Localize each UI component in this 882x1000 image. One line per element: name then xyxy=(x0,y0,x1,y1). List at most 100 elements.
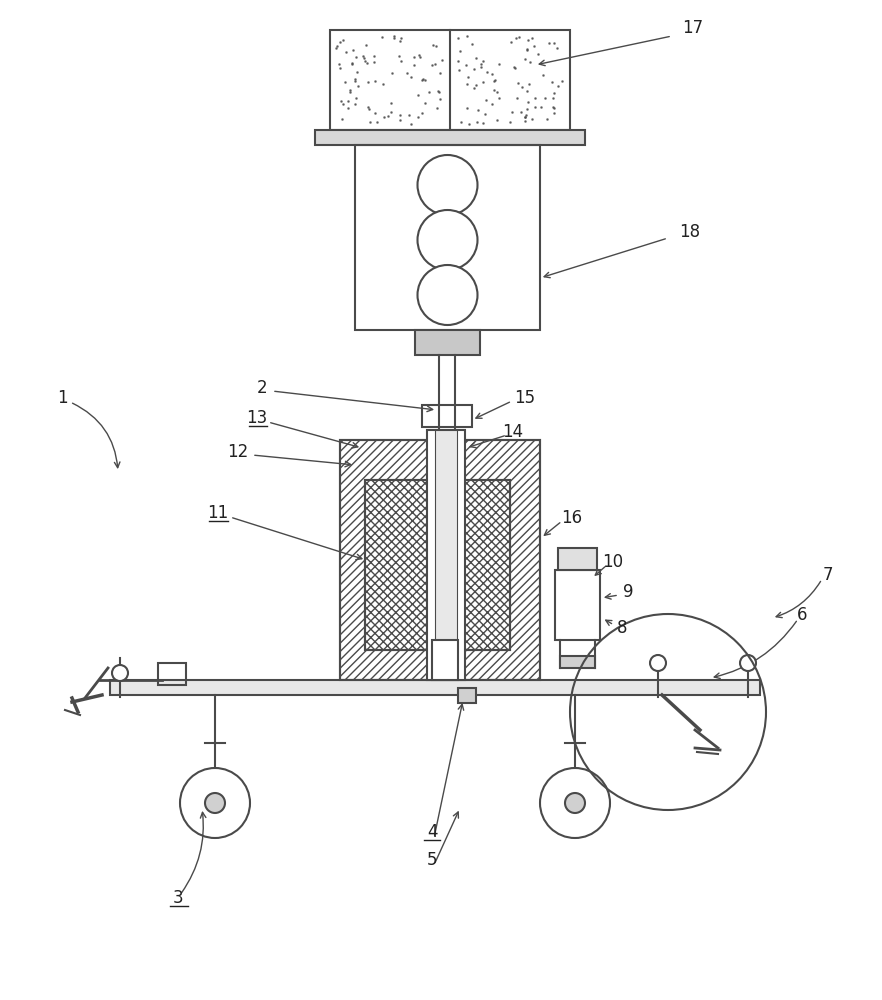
Point xyxy=(402,107,416,123)
Point xyxy=(468,77,482,93)
Bar xyxy=(427,430,465,680)
Point xyxy=(462,116,476,132)
Point xyxy=(505,34,519,50)
Point xyxy=(485,96,499,112)
Point xyxy=(367,48,381,64)
Point xyxy=(484,66,498,82)
Point xyxy=(384,95,398,111)
Bar xyxy=(432,640,458,680)
Point xyxy=(345,55,359,71)
Point xyxy=(345,56,359,72)
Point xyxy=(547,100,561,116)
Point xyxy=(534,99,549,115)
Point xyxy=(487,73,501,89)
Point xyxy=(348,96,362,112)
Point xyxy=(519,42,534,58)
Bar xyxy=(315,130,585,145)
Point xyxy=(487,82,501,98)
Point xyxy=(359,37,373,53)
Point xyxy=(335,111,349,127)
Point xyxy=(349,64,363,80)
Point xyxy=(525,30,539,46)
Text: 15: 15 xyxy=(514,389,535,407)
Point xyxy=(356,48,370,64)
Point xyxy=(523,54,537,70)
Point xyxy=(385,65,399,81)
Point xyxy=(336,96,350,112)
Point xyxy=(392,107,407,123)
Point xyxy=(520,83,534,99)
Point xyxy=(476,53,490,69)
Point xyxy=(519,41,534,57)
Point xyxy=(334,93,348,109)
Point xyxy=(392,33,407,49)
Point xyxy=(545,74,559,90)
Point xyxy=(535,67,549,83)
Point xyxy=(400,65,414,81)
Point xyxy=(451,30,465,46)
Bar xyxy=(415,330,480,355)
Point xyxy=(404,116,418,132)
Point xyxy=(417,72,431,88)
Point xyxy=(428,56,442,72)
Circle shape xyxy=(417,155,477,215)
Point xyxy=(509,30,523,46)
Text: 16: 16 xyxy=(562,509,583,527)
Point xyxy=(459,57,473,73)
Point xyxy=(333,60,347,76)
Point xyxy=(547,35,561,51)
Point xyxy=(347,42,361,58)
Point xyxy=(538,90,552,106)
Bar xyxy=(330,30,570,130)
Bar xyxy=(560,656,595,668)
Circle shape xyxy=(417,265,477,325)
Bar xyxy=(555,570,600,640)
Point xyxy=(360,55,374,71)
Circle shape xyxy=(540,768,610,838)
Circle shape xyxy=(565,793,585,813)
Point xyxy=(531,46,545,62)
Point xyxy=(507,59,521,75)
Point xyxy=(341,100,355,116)
Point xyxy=(332,56,346,72)
Point xyxy=(512,29,527,45)
Point xyxy=(336,32,350,48)
Point xyxy=(469,50,483,66)
Point xyxy=(510,90,524,106)
Point xyxy=(433,91,447,107)
Point xyxy=(460,100,475,116)
Point xyxy=(416,71,430,87)
Point xyxy=(512,75,526,91)
Point xyxy=(540,111,554,127)
Point xyxy=(452,43,467,59)
Point xyxy=(369,105,383,121)
Point xyxy=(430,100,445,116)
Point xyxy=(430,38,444,54)
Text: 10: 10 xyxy=(602,553,624,571)
Text: 13: 13 xyxy=(246,409,267,427)
Text: 6: 6 xyxy=(796,606,807,624)
Point xyxy=(377,109,392,125)
Point xyxy=(432,84,446,100)
Bar xyxy=(340,440,540,680)
Point xyxy=(361,74,375,90)
Point xyxy=(361,99,375,115)
Bar xyxy=(435,430,457,670)
Point xyxy=(467,80,482,96)
Point xyxy=(328,40,342,56)
Point xyxy=(412,47,426,63)
Point xyxy=(393,53,407,69)
Bar xyxy=(355,145,540,330)
Point xyxy=(426,37,440,53)
Point xyxy=(542,35,556,51)
Point xyxy=(461,69,475,85)
Point xyxy=(348,73,362,89)
Point xyxy=(349,49,363,65)
Point xyxy=(386,30,400,46)
Text: 9: 9 xyxy=(623,583,633,601)
Point xyxy=(358,53,372,69)
Point xyxy=(471,102,485,118)
Bar xyxy=(158,663,186,685)
Point xyxy=(411,87,425,103)
Point xyxy=(547,85,561,101)
